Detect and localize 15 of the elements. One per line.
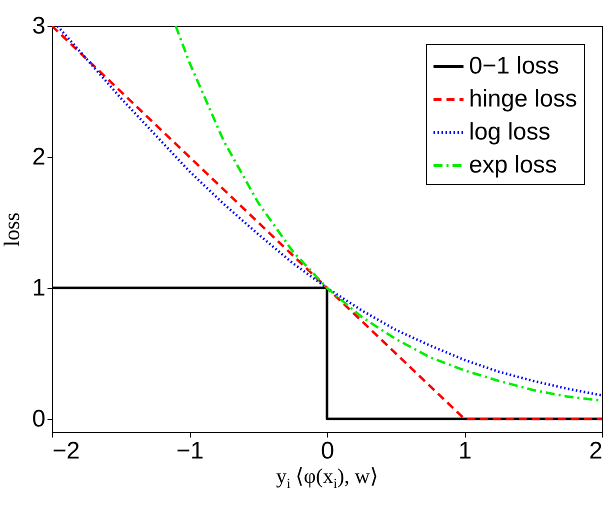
y-tick-label: 1 bbox=[32, 274, 46, 302]
x-tick-label: 2 bbox=[589, 438, 602, 464]
legend-label: log loss bbox=[469, 118, 550, 146]
y-tick-label: 0 bbox=[32, 405, 46, 432]
legend-label: exp loss bbox=[469, 152, 558, 178]
x-axis-title: y$_{i}$ ⟨φ(x$_{i}$), w⟩ bbox=[275, 464, 379, 494]
x-tick-label: 0 bbox=[320, 438, 334, 464]
y-tick-label: 2 bbox=[32, 143, 46, 170]
y-tick-label: 3 bbox=[32, 12, 46, 40]
legend-label: hinge loss bbox=[469, 86, 578, 112]
x-tick-label: −1 bbox=[176, 438, 204, 464]
x-tick-label: 1 bbox=[458, 438, 472, 464]
legend-label: 0−1 loss bbox=[469, 52, 560, 80]
x-tick-label: −2 bbox=[52, 438, 80, 464]
y-axis-title: loss bbox=[0, 212, 24, 247]
